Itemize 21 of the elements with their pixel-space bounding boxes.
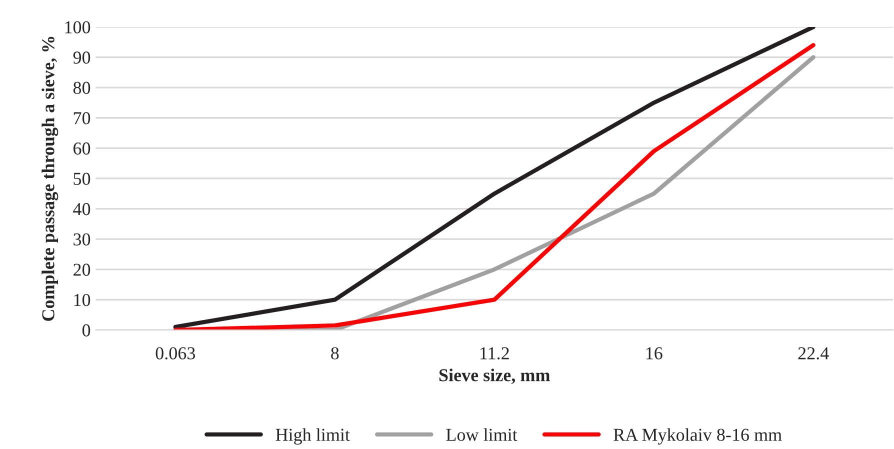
x-tick-label: 0.063 — [156, 347, 196, 360]
y-tick-label: 100 — [65, 21, 90, 34]
x-tick-label: 8 — [331, 347, 339, 360]
legend-label: Low limit — [446, 428, 518, 441]
y-axis-title: Complete passage through a sieve, % — [42, 36, 58, 321]
x-axis-title: Sieve size, mm — [439, 368, 550, 384]
y-tick-label: 40 — [73, 203, 90, 216]
y-tick-label: 0 — [82, 324, 90, 336]
y-tick-label: 60 — [74, 142, 90, 155]
y-tick-label: 70 — [74, 112, 90, 124]
x-tick-label: 11.2 — [480, 347, 509, 360]
y-tick-label: 30 — [74, 233, 90, 246]
x-tick-label: 22.4 — [798, 347, 829, 360]
x-tick-label: 16 — [646, 347, 662, 360]
y-tick-label: 50 — [74, 172, 90, 185]
y-tick-label: 90 — [73, 52, 90, 64]
y-tick-label: 10 — [74, 294, 90, 306]
y-tick-label: 20 — [74, 264, 90, 276]
legend-label: RA Mykolaiv 8-16 mm — [614, 428, 782, 445]
legend-label: High limit — [276, 428, 350, 445]
y-tick-label: 80 — [73, 82, 90, 94]
